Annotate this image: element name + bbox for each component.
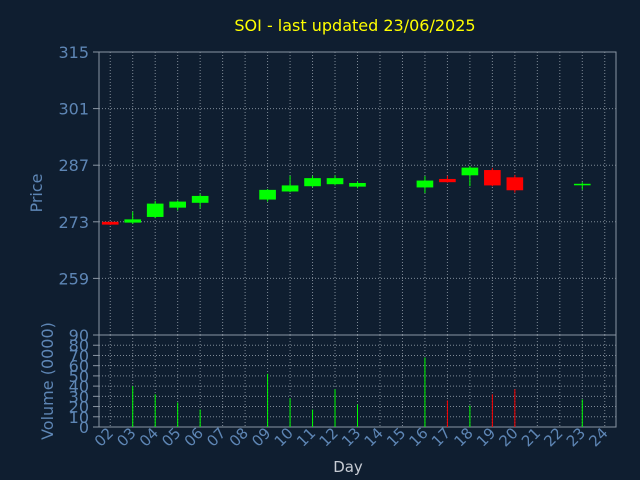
price-y-ticks: 315 301 287 273 259 (58, 43, 99, 288)
candle-18 (461, 166, 479, 187)
candle-body (191, 195, 209, 203)
candle-23 (573, 182, 591, 190)
price-y-tick-label: 315 (58, 43, 89, 62)
candle-03 (124, 211, 142, 224)
price-y-tick-label: 273 (58, 213, 89, 232)
candle-20 (506, 174, 524, 193)
candles (101, 166, 591, 226)
volume-y-tick-label: 30 (69, 387, 89, 406)
candle-11 (304, 175, 321, 188)
candle-body (326, 178, 344, 185)
price-y-tick-label: 301 (58, 100, 89, 119)
candle-10 (281, 175, 299, 193)
candle-body (506, 177, 524, 191)
x-tick-labels: 0203040506070809101112131415161718192021… (91, 424, 612, 450)
volume-y-tick-label: 20 (69, 398, 89, 417)
candle-body (259, 189, 276, 200)
candle-13 (349, 181, 366, 189)
volume-y-tick-label: 80 (69, 336, 89, 355)
candle-19 (484, 168, 501, 187)
volume-axis-label: Volume (0000) (38, 322, 57, 440)
volume-y-tick-label: 0 (79, 418, 89, 437)
candle-body (416, 180, 434, 188)
candle-09 (259, 189, 276, 202)
volume-y-tick-label: 50 (69, 367, 89, 386)
candle-body (304, 178, 321, 187)
candle-17 (439, 175, 456, 183)
candle-04 (146, 200, 164, 219)
candle-02 (101, 221, 119, 226)
candle-body (573, 183, 591, 186)
candle-body (146, 203, 164, 217)
price-axis-label: Price (27, 173, 46, 212)
volume-bars (132, 357, 583, 427)
candle-06 (191, 193, 209, 209)
candle-body (101, 221, 119, 225)
chart-title: SOI - last updated 23/06/2025 (234, 16, 475, 35)
candle-12 (326, 175, 344, 186)
candle-05 (169, 200, 186, 211)
volume-y-tick-label: 40 (69, 377, 89, 396)
volume-y-tick-label: 70 (69, 346, 89, 365)
price-panel: 315 301 287 273 259 Price (27, 43, 617, 336)
x-axis-label: Day (333, 458, 363, 476)
candle-16 (416, 176, 434, 194)
price-y-tick-label: 259 (58, 269, 89, 288)
volume-y-tick-label: 60 (69, 357, 89, 376)
candle-body (124, 219, 142, 223)
candle-body (461, 167, 479, 176)
volume-y-tick-label: 90 (69, 326, 89, 345)
candle-body (169, 201, 186, 208)
candle-body (439, 178, 456, 183)
price-y-tick-label: 287 (58, 156, 89, 175)
candle-body (349, 182, 366, 187)
candle-body (281, 185, 299, 192)
candle-body (484, 170, 501, 186)
volume-y-tick-label: 10 (69, 408, 89, 427)
